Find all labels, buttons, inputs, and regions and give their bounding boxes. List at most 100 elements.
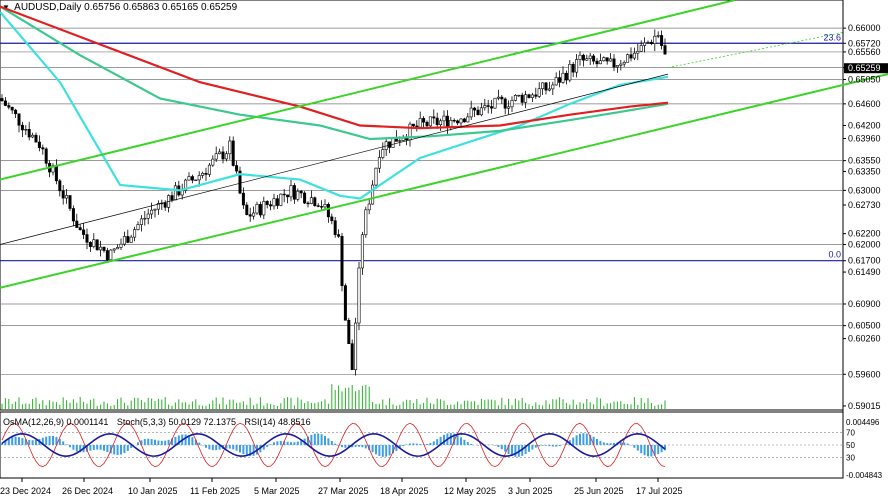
candle-body bbox=[146, 213, 150, 219]
date-tick-label: 11 Feb 2025 bbox=[190, 486, 240, 496]
candle-body bbox=[456, 120, 460, 124]
candle-body bbox=[500, 96, 504, 100]
channel-line bbox=[0, 0, 736, 181]
chart-title: ▼ AUDUSD,Daily 0.65756 0.65863 0.65165 0… bbox=[2, 2, 237, 13]
candle-body bbox=[507, 106, 511, 109]
candle-body bbox=[619, 63, 623, 66]
candle-body bbox=[615, 65, 619, 68]
date-tick-label: 23 Dec 2024 bbox=[0, 486, 51, 496]
candle-body bbox=[252, 212, 256, 217]
candle-body bbox=[150, 209, 154, 215]
candle-body bbox=[197, 175, 201, 181]
price-tick-label: 0.60900 bbox=[848, 299, 881, 309]
candle-body bbox=[612, 58, 616, 68]
candle-body bbox=[452, 119, 456, 122]
candle-body bbox=[323, 204, 327, 208]
price-tick-label: 0.66000 bbox=[848, 23, 881, 33]
candle-body bbox=[190, 176, 194, 181]
candle-body bbox=[221, 151, 225, 160]
candle-body bbox=[643, 42, 647, 46]
candle-body bbox=[37, 141, 41, 148]
candle-body bbox=[663, 45, 667, 55]
candle-body bbox=[649, 41, 653, 44]
candle-body bbox=[126, 236, 130, 243]
ohlc-low: 0.65165 bbox=[162, 2, 199, 13]
candle-body bbox=[241, 192, 245, 206]
candle-body bbox=[34, 134, 38, 143]
date-tick-label: 10 Jan 2025 bbox=[128, 486, 178, 496]
candle-body bbox=[133, 229, 137, 238]
candle-body bbox=[201, 172, 205, 176]
candle-body bbox=[360, 234, 364, 269]
stoch-label: Stoch(5,3,3) 50.0129 72.1375 bbox=[116, 417, 237, 427]
price-tick-label: 0.61490 bbox=[848, 267, 881, 277]
candle-body bbox=[122, 236, 126, 245]
date-tick-label: 26 Dec 2024 bbox=[62, 486, 113, 496]
candle-body bbox=[571, 63, 575, 73]
candle-body bbox=[248, 214, 252, 217]
candle-body bbox=[462, 118, 466, 123]
candle-body bbox=[592, 55, 596, 62]
candle-body bbox=[272, 198, 276, 207]
fib-extension-line bbox=[667, 32, 844, 69]
candle-body bbox=[537, 88, 541, 97]
candle-body bbox=[139, 218, 143, 225]
price-tick-label: 0.62730 bbox=[848, 200, 881, 210]
osc-level-label: 50 bbox=[846, 441, 855, 450]
candle-body bbox=[31, 134, 35, 138]
candle-body bbox=[316, 205, 320, 207]
candle-body bbox=[442, 115, 446, 122]
candle-body bbox=[112, 248, 116, 251]
candle-body bbox=[636, 50, 640, 54]
triangle-down-icon: ▼ bbox=[2, 3, 10, 12]
osc-axis-top: 0.004496 bbox=[846, 418, 880, 427]
candle-body bbox=[425, 121, 429, 127]
candle-body bbox=[564, 72, 568, 81]
candle-body bbox=[581, 54, 585, 61]
symbol-label: AUDUSD,Daily bbox=[14, 2, 82, 13]
candle-body bbox=[286, 194, 290, 198]
date-tick-label: 18 Apr 2025 bbox=[380, 486, 429, 496]
price-tick-label: 0.60500 bbox=[848, 321, 881, 331]
candle-body bbox=[289, 185, 293, 198]
channel-line bbox=[0, 73, 888, 289]
osma-label: OsMA(12,26,9) 0.0001141 bbox=[3, 417, 109, 427]
price-tick-label: 0.62200 bbox=[848, 229, 881, 239]
candle-body bbox=[238, 170, 242, 194]
fib-label: 23.6 bbox=[823, 32, 841, 42]
candle-body bbox=[483, 105, 487, 109]
candle-body bbox=[214, 153, 218, 160]
candle-body bbox=[547, 88, 551, 91]
candle-body bbox=[88, 242, 92, 247]
candle-body bbox=[262, 201, 266, 216]
price-tick-label: 0.60260 bbox=[848, 334, 881, 344]
current-price-label: 0.65259 bbox=[848, 63, 881, 73]
price-tick-label: 0.63350 bbox=[848, 166, 881, 176]
candle-body bbox=[476, 109, 480, 116]
candle-body bbox=[44, 148, 48, 164]
candle-body bbox=[639, 45, 643, 52]
candle-body bbox=[646, 41, 650, 44]
candle-body bbox=[303, 192, 307, 204]
candle-body bbox=[292, 185, 296, 200]
date-tick-label: 5 Mar 2025 bbox=[254, 486, 300, 496]
candle-body bbox=[357, 267, 361, 324]
candle-body bbox=[61, 190, 65, 199]
candle-body bbox=[347, 319, 351, 344]
price-tick-label: 0.64200 bbox=[848, 120, 881, 130]
candle-body bbox=[490, 106, 494, 109]
price-tick-label: 0.63960 bbox=[848, 133, 881, 143]
plot-frame bbox=[0, 0, 844, 411]
candle-body bbox=[255, 204, 259, 214]
candle-body bbox=[269, 204, 273, 207]
candle-body bbox=[364, 209, 368, 236]
candle-body bbox=[275, 198, 279, 206]
candle-body bbox=[78, 227, 82, 231]
candle-body bbox=[609, 58, 613, 62]
candle-body bbox=[245, 204, 249, 215]
candle-body bbox=[27, 129, 31, 138]
candle-body bbox=[119, 243, 123, 248]
candle-body bbox=[561, 72, 565, 83]
candle-body bbox=[602, 57, 606, 62]
